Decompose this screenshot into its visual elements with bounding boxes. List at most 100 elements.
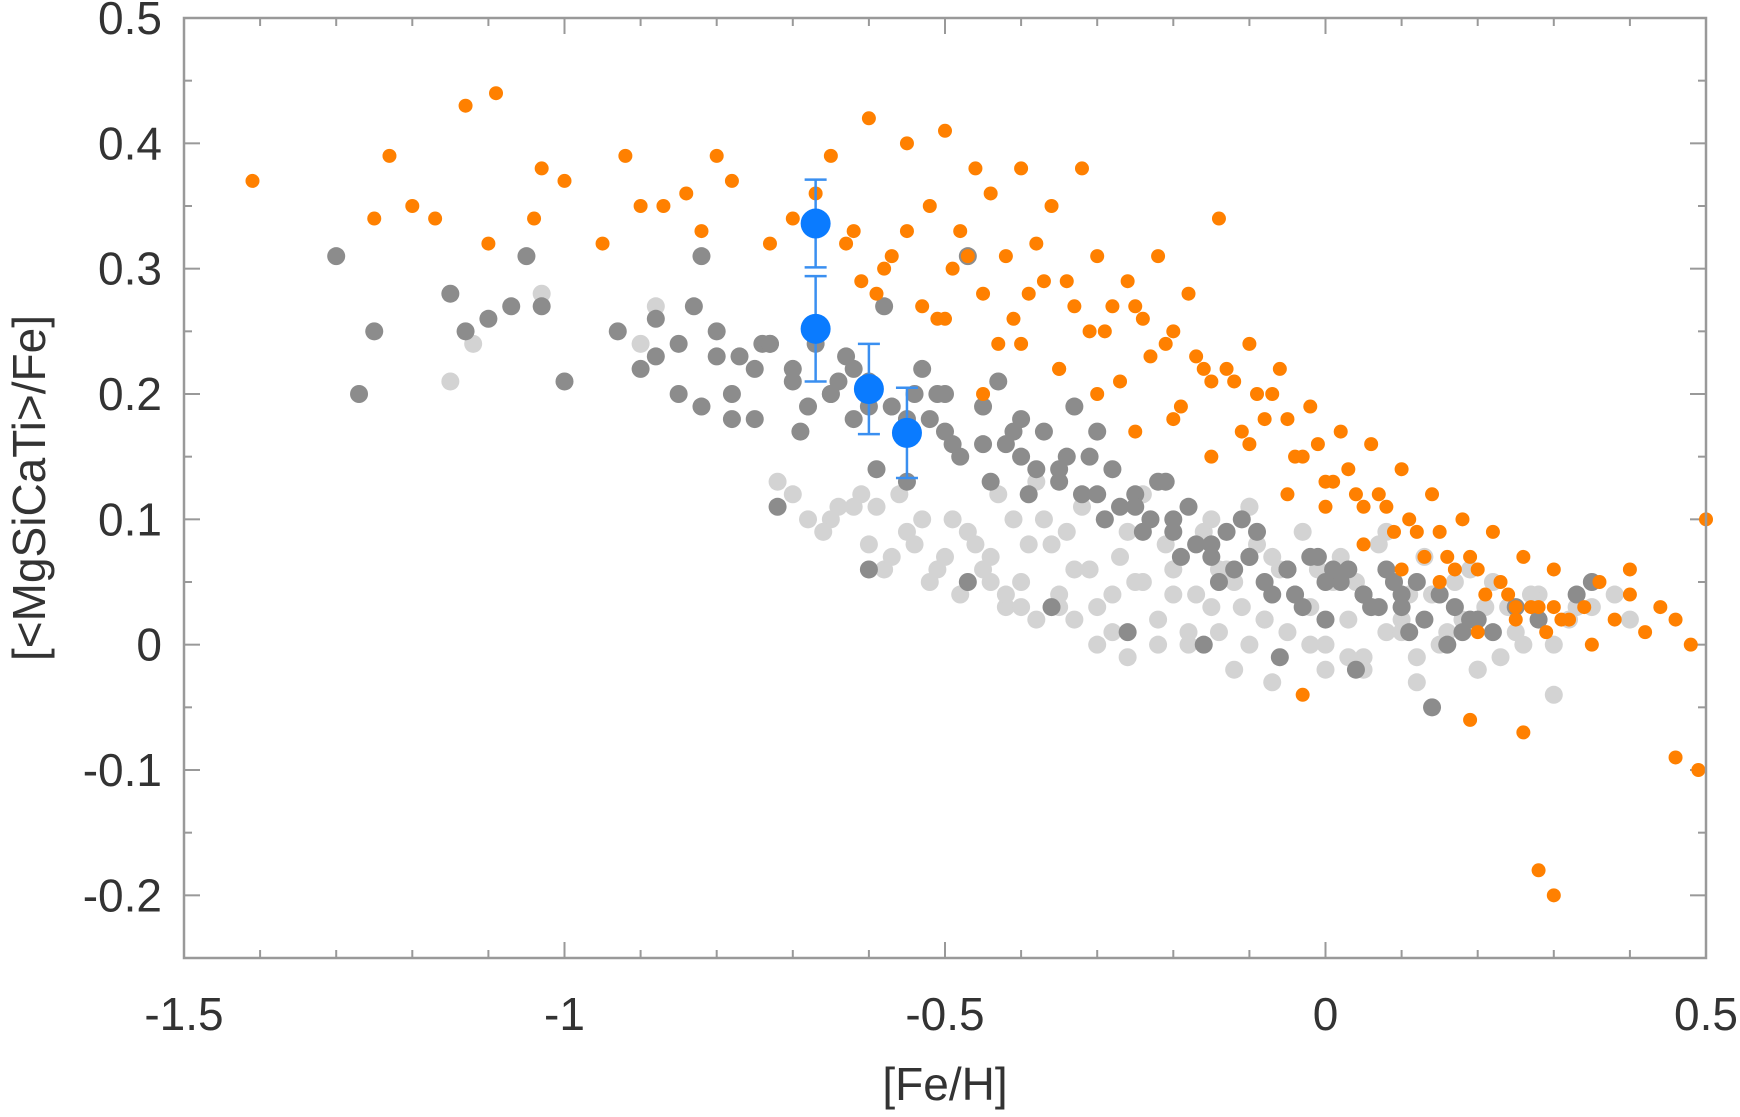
data-point bbox=[1539, 625, 1554, 640]
data-point bbox=[1316, 635, 1335, 654]
data-point bbox=[1204, 449, 1219, 464]
data-point bbox=[1432, 524, 1447, 539]
data-point bbox=[800, 208, 831, 239]
data-point bbox=[1113, 374, 1128, 389]
data-point bbox=[382, 148, 397, 163]
data-point bbox=[785, 211, 800, 226]
data-point bbox=[1356, 499, 1371, 514]
data-point bbox=[800, 313, 831, 344]
data-point bbox=[745, 359, 764, 378]
data-point bbox=[1394, 462, 1409, 477]
data-point bbox=[633, 199, 648, 213]
data-point bbox=[966, 535, 985, 554]
data-point bbox=[1379, 499, 1394, 514]
data-point bbox=[913, 510, 932, 529]
data-point bbox=[722, 410, 741, 429]
data-point bbox=[1234, 424, 1249, 439]
data-point bbox=[1250, 387, 1265, 401]
data-point bbox=[1295, 687, 1310, 702]
data-point bbox=[1415, 610, 1434, 629]
y-tick-labels: 0.5 0.4 0.3 0.2 0.1 0 -0.1 -0.2 bbox=[83, 0, 162, 921]
y-tick-label: 0.2 bbox=[98, 368, 162, 420]
data-point bbox=[844, 359, 863, 378]
data-point bbox=[1501, 587, 1516, 602]
data-point bbox=[991, 336, 1006, 351]
data-point bbox=[1485, 524, 1500, 539]
data-point bbox=[595, 236, 610, 251]
data-point bbox=[405, 199, 420, 213]
data-point bbox=[1400, 623, 1419, 642]
data-point bbox=[1577, 600, 1592, 615]
data-point bbox=[884, 249, 899, 264]
data-point bbox=[1042, 598, 1061, 617]
data-point bbox=[1065, 560, 1084, 579]
data-point bbox=[350, 385, 369, 403]
data-point bbox=[920, 410, 939, 429]
data-point bbox=[1478, 587, 1493, 602]
series-orange bbox=[245, 86, 1713, 903]
data-point bbox=[1546, 888, 1561, 903]
data-point bbox=[922, 199, 937, 213]
data-point bbox=[1516, 549, 1531, 564]
data-point bbox=[853, 373, 884, 404]
data-point bbox=[1149, 610, 1168, 629]
data-point bbox=[1105, 299, 1120, 314]
data-point bbox=[1546, 600, 1561, 615]
data-point bbox=[1584, 637, 1599, 652]
data-point bbox=[1430, 585, 1449, 604]
data-point bbox=[1166, 324, 1181, 339]
data-point bbox=[1445, 598, 1464, 617]
data-point bbox=[1438, 623, 1457, 642]
data-point bbox=[1103, 460, 1122, 479]
data-point bbox=[631, 334, 650, 353]
data-point bbox=[823, 148, 838, 163]
data-point bbox=[724, 173, 739, 188]
data-point bbox=[1072, 485, 1091, 504]
data-point bbox=[692, 397, 711, 416]
data-point bbox=[1225, 560, 1244, 579]
data-point bbox=[1514, 635, 1533, 654]
data-point bbox=[1544, 685, 1563, 704]
data-point bbox=[760, 334, 779, 353]
data-point bbox=[1126, 485, 1145, 504]
data-point bbox=[684, 297, 703, 316]
data-point bbox=[1508, 612, 1523, 627]
data-point bbox=[1491, 648, 1510, 667]
data-point bbox=[631, 359, 650, 378]
data-point bbox=[1135, 311, 1150, 326]
data-point bbox=[877, 261, 892, 276]
data-point bbox=[891, 417, 922, 448]
data-point bbox=[768, 497, 787, 516]
data-point bbox=[913, 359, 932, 378]
data-point bbox=[365, 322, 384, 341]
data-point bbox=[1348, 487, 1363, 502]
data-point bbox=[998, 249, 1013, 264]
data-point bbox=[646, 297, 665, 316]
data-point bbox=[791, 422, 810, 441]
data-point bbox=[1384, 573, 1403, 591]
data-point bbox=[1683, 637, 1698, 652]
data-point bbox=[1217, 522, 1236, 541]
y-tick-label: 0.1 bbox=[98, 493, 162, 545]
data-point bbox=[1019, 485, 1038, 504]
data-point bbox=[1209, 573, 1228, 591]
data-point bbox=[1455, 512, 1470, 527]
data-point bbox=[799, 510, 818, 529]
data-point bbox=[867, 460, 886, 479]
data-point bbox=[1065, 397, 1084, 416]
series-dark-gray bbox=[327, 247, 1601, 717]
data-point bbox=[730, 347, 749, 366]
data-point bbox=[1407, 673, 1426, 692]
data-point bbox=[938, 311, 952, 326]
data-point bbox=[1278, 623, 1297, 642]
series-blue bbox=[800, 178, 922, 480]
x-tick-label: 0.5 bbox=[1674, 988, 1738, 1040]
x-tick-labels: -1.5 -1 -0.5 0 0.5 bbox=[144, 988, 1738, 1040]
data-point bbox=[1668, 612, 1683, 627]
data-point bbox=[974, 435, 993, 454]
data-point bbox=[1280, 412, 1295, 427]
data-point bbox=[1255, 610, 1274, 629]
data-point bbox=[1622, 587, 1637, 602]
data-point bbox=[799, 397, 818, 416]
data-point bbox=[1470, 625, 1485, 640]
